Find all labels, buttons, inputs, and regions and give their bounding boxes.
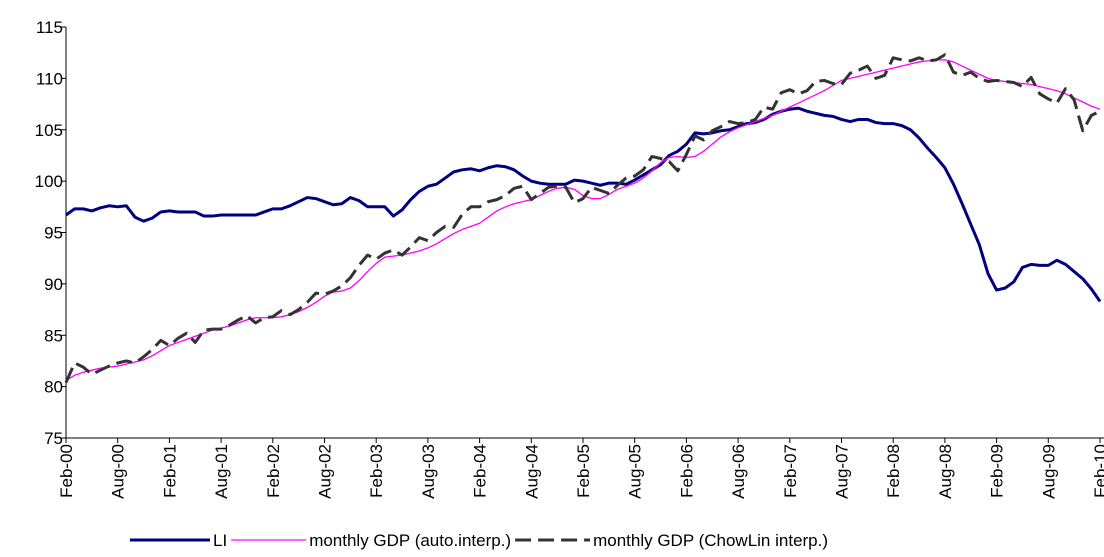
x-tick-label: Feb-00 bbox=[57, 444, 76, 498]
y-tick-label: 115 bbox=[36, 18, 63, 37]
x-tick-label: Aug-08 bbox=[936, 444, 955, 499]
y-tick-label: 90 bbox=[44, 275, 63, 294]
legend-label: monthly GDP (auto.interp.) bbox=[309, 531, 511, 550]
x-tick-label: Feb-03 bbox=[367, 444, 386, 498]
x-tick-label: Aug-02 bbox=[316, 444, 335, 499]
x-tick-label: Feb-06 bbox=[677, 444, 696, 498]
x-tick-label: Aug-03 bbox=[419, 444, 438, 499]
legend-label: monthly GDP (ChowLin interp.) bbox=[593, 531, 828, 550]
y-tick-label: 85 bbox=[44, 326, 63, 345]
y-tick-label: 80 bbox=[44, 378, 63, 397]
series-line bbox=[65, 106, 1102, 303]
series-line bbox=[64, 53, 1101, 384]
y-tick-label: 100 bbox=[35, 172, 63, 191]
legend-label: LI bbox=[213, 531, 227, 550]
x-tick-label: Feb-04 bbox=[471, 444, 490, 498]
series-line bbox=[65, 59, 1101, 382]
x-tick-label: Feb-09 bbox=[988, 444, 1007, 498]
x-tick-label: Aug-04 bbox=[522, 444, 541, 499]
x-tick-label: Aug-00 bbox=[109, 444, 128, 499]
y-tick-label: 75 bbox=[44, 429, 63, 448]
x-tick-label: Aug-05 bbox=[626, 444, 645, 499]
x-tick-label: Aug-06 bbox=[729, 444, 748, 499]
y-tick-label: 95 bbox=[44, 224, 63, 243]
x-tick-label: Feb-02 bbox=[264, 444, 283, 498]
y-tick-label: 105 bbox=[35, 121, 63, 140]
x-tick-label: Feb-05 bbox=[574, 444, 593, 498]
x-tick-label: Feb-08 bbox=[884, 444, 903, 498]
x-tick-label: Feb-07 bbox=[781, 444, 800, 498]
legend: LI monthly GDP (auto.interp.) monthly GDP … bbox=[130, 531, 828, 550]
x-tick-label: Aug-09 bbox=[1039, 444, 1058, 499]
x-tick-label: Aug-01 bbox=[212, 444, 231, 499]
y-tick-label: 110 bbox=[36, 69, 63, 88]
x-tick-label: Aug-07 bbox=[833, 444, 852, 499]
x-tick-label: Feb-10 bbox=[1091, 444, 1104, 498]
x-tick-label: Feb-01 bbox=[160, 444, 179, 498]
